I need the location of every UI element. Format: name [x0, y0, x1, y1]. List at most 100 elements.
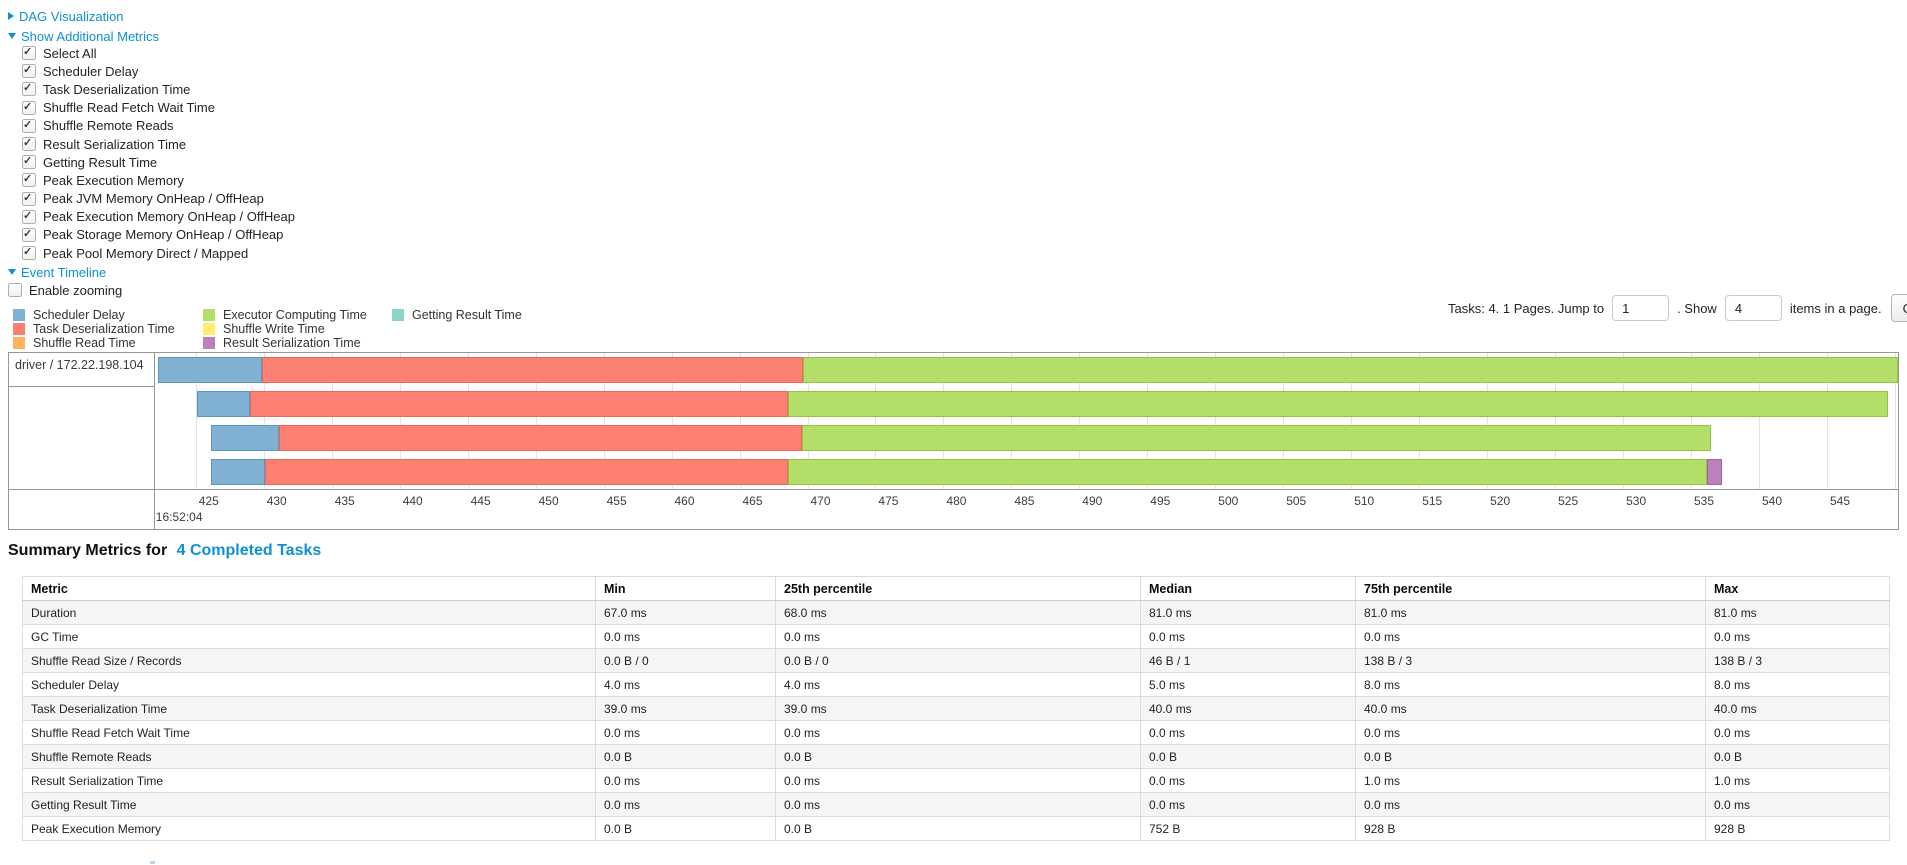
- metric-name-cell: Duration: [22, 600, 596, 625]
- summary-table-row: Result Serialization Time 0.0 ms 0.0 ms 0.0…: [22, 768, 1890, 793]
- metric-value-cell: 928 B: [1705, 816, 1890, 841]
- metric-value-cell: 0.0 ms: [1355, 720, 1706, 745]
- metric-checkbox-label: Peak JVM Memory OnHeap / OffHeap: [43, 191, 264, 207]
- metric-value-cell: 0.0 B: [595, 816, 776, 841]
- timeline-bar-scheduler_delay[interactable]: [210, 459, 266, 485]
- axis-tick-label: 465: [742, 494, 763, 508]
- gridline: [1011, 353, 1013, 489]
- completed-tasks-link[interactable]: 4 Completed Tasks: [176, 542, 322, 559]
- metric-checkbox-row: Peak Pool Memory Direct / Mapped: [22, 244, 295, 262]
- gridline: [1691, 353, 1692, 489]
- summary-column-header: Median: [1140, 576, 1356, 601]
- metric-name-cell: GC Time: [22, 624, 596, 649]
- checkbox-checked[interactable]: [22, 118, 36, 133]
- dag-visualization-toggle[interactable]: DAG Visualization: [8, 7, 124, 25]
- legend-item-task_deserialization: Task Deserialization Time: [13, 322, 175, 336]
- summary-column-header: Metric: [22, 576, 596, 601]
- metric-value-cell: 0.0 ms: [595, 768, 776, 793]
- truncated-content-fragment: [150, 861, 155, 864]
- gridline: [1283, 353, 1285, 489]
- summary-column-header: 25th percentile: [775, 576, 1141, 601]
- timeline-x-axis: 425 430 435 440 445 450 455 460 465 470 475 480 485 4…: [9, 489, 1898, 529]
- gridline: [1894, 353, 1896, 489]
- timeline-bar-executor_computing[interactable]: [803, 357, 1898, 383]
- legend-label: Scheduler Delay: [33, 307, 125, 322]
- checkbox-unchecked[interactable]: [8, 283, 22, 298]
- checkbox-checked[interactable]: [22, 209, 36, 224]
- metric-checkbox-row: Scheduler Delay: [22, 62, 295, 80]
- metric-checkbox-label: Task Deserialization Time: [43, 81, 191, 97]
- timeline-bar-executor_computing[interactable]: [802, 425, 1712, 451]
- timeline-bar-scheduler_delay[interactable]: [210, 425, 279, 451]
- timeline-bar-task_deserialization[interactable]: [265, 459, 789, 485]
- metric-name-cell: Result Serialization Time: [22, 768, 596, 793]
- summary-table-row: Scheduler Delay 4.0 ms 4.0 ms 5.0 ms 8.0 ms 8…: [22, 672, 1890, 697]
- metric-value-cell: 0.0 B: [1355, 744, 1706, 769]
- summary-table-row: Task Deserialization Time 39.0 ms 39.0 ms 4…: [22, 696, 1890, 721]
- legend-item-getting_result: Getting Result Time: [392, 308, 522, 322]
- checkbox-checked[interactable]: [22, 154, 36, 170]
- metric-value-cell: 0.0 B: [1705, 744, 1890, 769]
- metric-value-cell: 0.0 B / 0: [775, 648, 1141, 673]
- timeline-bar-task_deserialization[interactable]: [250, 391, 789, 417]
- chevron-down-icon: [8, 33, 16, 39]
- jump-to-page-input[interactable]: [1612, 295, 1670, 321]
- metric-value-cell: 81.0 ms: [1140, 600, 1356, 625]
- event-timeline-chart: driver / 172.22.198.104 425 430 435 440 445 4…: [8, 352, 1899, 530]
- timeline-bar-task_deserialization[interactable]: [278, 425, 802, 451]
- gridline: [1079, 353, 1081, 489]
- axis-tick-label: 510: [1354, 494, 1375, 508]
- gridline: [807, 353, 809, 489]
- checkbox-checked[interactable]: [22, 100, 36, 115]
- legend-label: Getting Result Time: [412, 307, 522, 322]
- executor-label-column: driver / 172.22.198.104: [9, 353, 155, 529]
- metric-value-cell: 8.0 ms: [1705, 672, 1890, 697]
- timeline-bar-scheduler_delay[interactable]: [157, 357, 263, 383]
- timeline-bar-result_serialization[interactable]: [1707, 459, 1723, 485]
- checkbox-checked[interactable]: [22, 245, 36, 261]
- timeline-plot-area: [155, 353, 1898, 489]
- checkbox-checked[interactable]: [22, 227, 36, 242]
- timeline-bar-executor_computing[interactable]: [788, 459, 1708, 485]
- timeline-bar-executor_computing[interactable]: [788, 391, 1889, 417]
- legend-label: Task Deserialization Time: [33, 321, 175, 336]
- show-additional-metrics-toggle[interactable]: Show Additional Metrics: [8, 27, 159, 45]
- metric-checkbox-label: Scheduler Delay: [43, 63, 139, 79]
- axis-tick-label: 425: [198, 494, 219, 508]
- metric-name-cell: Shuffle Remote Reads: [22, 744, 596, 769]
- axis-tick-label: 440: [402, 494, 423, 508]
- getting_result-swatch-icon: [392, 308, 404, 321]
- gridline: [1419, 353, 1421, 489]
- legend-item-shuffle_read: Shuffle Read Time: [13, 336, 175, 350]
- metric-checkbox-label: Result Serialization Time: [43, 136, 187, 152]
- checkbox-checked[interactable]: [22, 191, 36, 206]
- timeline-bar-scheduler_delay[interactable]: [197, 391, 251, 417]
- metric-checkbox-label: Peak Execution Memory OnHeap / OffHeap: [43, 209, 295, 225]
- checkbox-checked[interactable]: [22, 172, 36, 188]
- gridline: [535, 353, 537, 489]
- checkbox-checked[interactable]: [22, 81, 36, 97]
- checkbox-checked[interactable]: [22, 45, 36, 61]
- gridline: [1147, 353, 1149, 489]
- legend-item-shuffle_write: Shuffle Write Time: [203, 322, 367, 336]
- checkbox-checked[interactable]: [22, 136, 36, 152]
- metric-checkbox-row: Select All: [22, 44, 295, 62]
- checkbox-checked[interactable]: [22, 63, 36, 79]
- gridline: [603, 353, 605, 489]
- items-per-page-input[interactable]: [1724, 295, 1782, 321]
- metric-value-cell: 5.0 ms: [1140, 672, 1356, 697]
- metric-checkbox-label: Getting Result Time: [43, 154, 158, 170]
- metric-name-cell: Peak Execution Memory: [22, 816, 596, 841]
- metric-checkbox-row: Shuffle Remote Reads: [22, 117, 295, 135]
- summary-metrics-table: Metric Min 25th percentile Median 75th perce…: [22, 576, 1890, 841]
- executor-label: driver / 172.22.198.104: [9, 353, 154, 387]
- metric-value-cell: 0.0 ms: [1355, 624, 1706, 649]
- summary-table-row: Duration 67.0 ms 68.0 ms 81.0 ms 81.0 ms 81.0…: [22, 600, 1890, 625]
- go-button[interactable]: Go: [1890, 294, 1907, 322]
- event-timeline-toggle[interactable]: Event Timeline: [8, 263, 106, 281]
- metric-value-cell: 81.0 ms: [1705, 600, 1890, 625]
- timeline-bar-task_deserialization[interactable]: [262, 357, 804, 383]
- metric-checkbox-label: Peak Storage Memory OnHeap / OffHeap: [43, 227, 284, 243]
- metric-value-cell: 0.0 ms: [1140, 768, 1356, 793]
